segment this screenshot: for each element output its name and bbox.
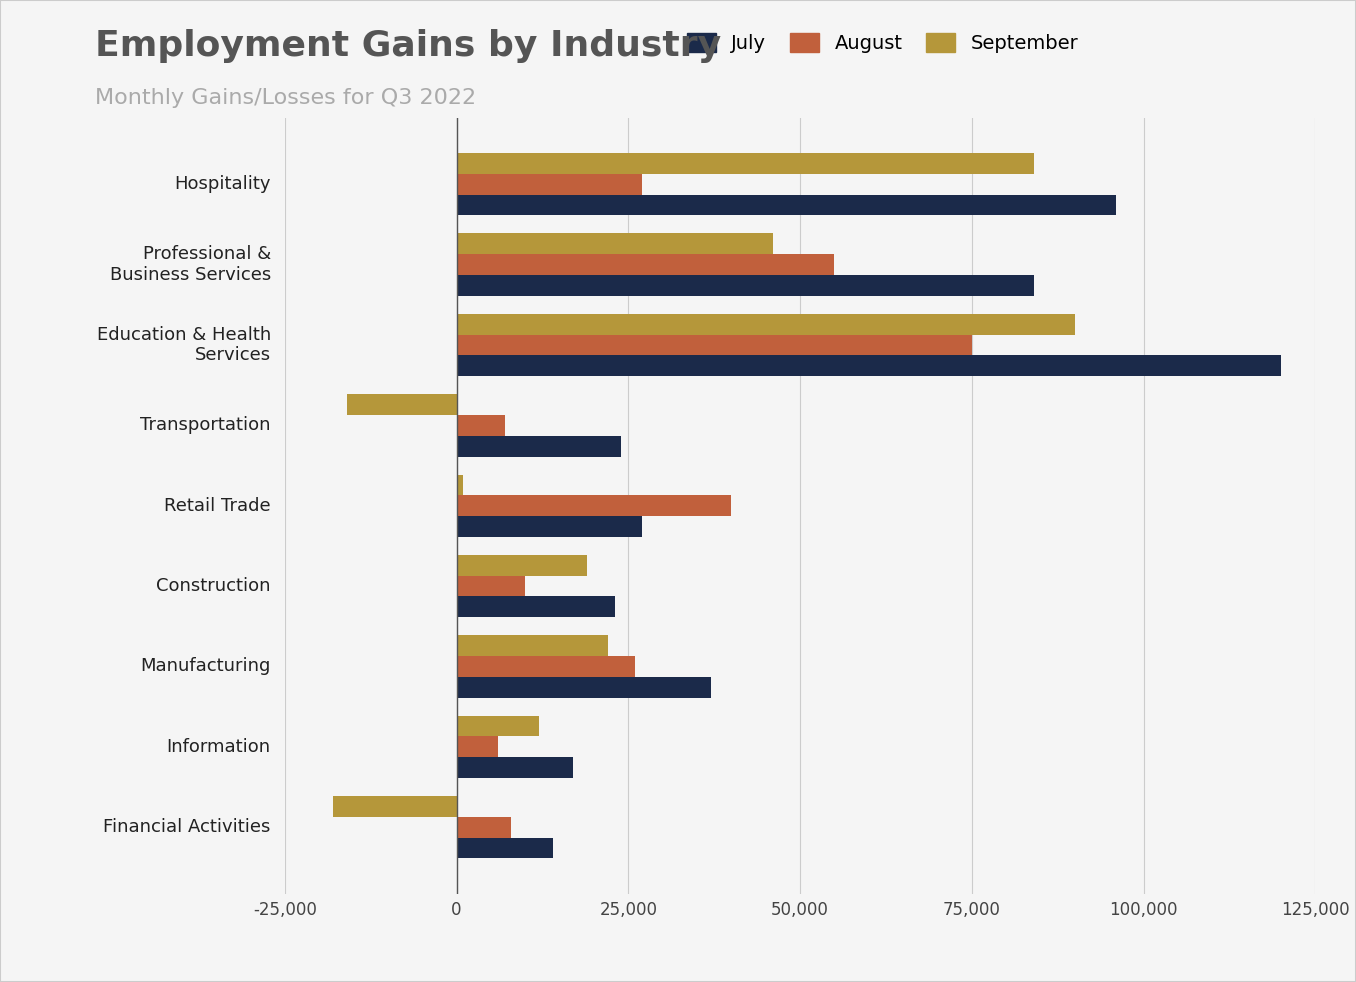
- Bar: [457, 596, 614, 618]
- Bar: [457, 436, 621, 457]
- Bar: [457, 355, 1281, 376]
- Bar: [457, 817, 511, 838]
- Bar: [332, 796, 457, 817]
- Bar: [457, 153, 1033, 174]
- Bar: [457, 517, 641, 537]
- Bar: [457, 495, 731, 517]
- Bar: [457, 314, 1075, 335]
- Bar: [347, 394, 457, 415]
- Bar: [457, 716, 538, 736]
- Bar: [457, 575, 525, 596]
- Bar: [457, 635, 607, 656]
- Bar: [457, 677, 711, 697]
- Bar: [457, 555, 587, 575]
- Bar: [457, 234, 773, 254]
- Bar: [457, 838, 553, 858]
- Bar: [457, 194, 1116, 215]
- Bar: [457, 757, 574, 778]
- Bar: [457, 254, 834, 275]
- Bar: [457, 174, 641, 194]
- Bar: [457, 335, 972, 355]
- Text: Employment Gains by Industry: Employment Gains by Industry: [95, 29, 721, 64]
- Bar: [457, 275, 1033, 296]
- Bar: [457, 474, 464, 495]
- Legend: July, August, September: July, August, September: [679, 25, 1086, 61]
- Bar: [457, 736, 498, 757]
- Bar: [457, 415, 504, 436]
- Bar: [457, 656, 635, 677]
- Text: Monthly Gains/Losses for Q3 2022: Monthly Gains/Losses for Q3 2022: [95, 88, 476, 108]
